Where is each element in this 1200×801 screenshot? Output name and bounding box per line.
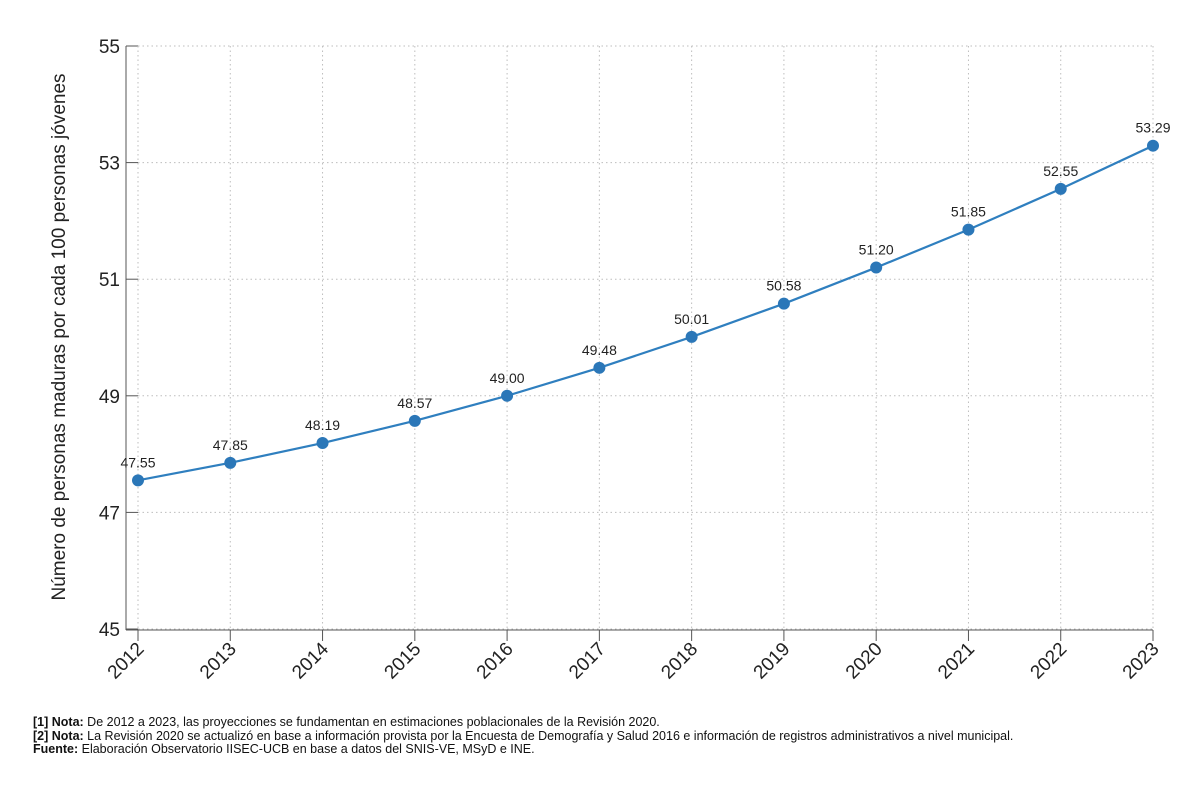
data-point	[501, 389, 514, 402]
note-2-text: La Revisión 2020 se actualizó en base a …	[83, 728, 1014, 743]
y-tick-label: 49	[99, 387, 120, 408]
data-label: 48.19	[305, 417, 340, 433]
source-key: Fuente:	[33, 742, 79, 756]
data-label: 47.85	[213, 437, 248, 453]
x-tick-label: 2023	[1119, 639, 1164, 684]
data-label: 50.58	[766, 278, 801, 294]
x-tick-label: 2012	[104, 639, 149, 684]
source-text: Elaboración Observatorio IISEC-UCB en ba…	[78, 742, 535, 756]
y-axis-label: Número de personas maduras por cada 100 …	[49, 73, 70, 600]
data-point	[316, 437, 329, 450]
data-point	[1147, 139, 1159, 152]
note-1: [1] Nota: De 2012 a 2023, las proyeccion…	[33, 715, 1183, 730]
data-point	[1054, 182, 1067, 195]
x-tick-label: 2013	[196, 639, 241, 684]
data-label: 49.00	[490, 370, 525, 386]
y-tick-label: 53	[99, 154, 120, 175]
note-1-text: De 2012 a 2023, las proyecciones se fund…	[83, 715, 660, 729]
y-tick-label: 45	[99, 620, 120, 641]
data-point	[224, 456, 237, 469]
data-point	[962, 223, 975, 236]
line-chart: 45 47 49 51 53 55 2012 2013 2014 2015 2016 2017 2018…	[49, 37, 1171, 684]
data-label: 49.48	[582, 342, 617, 358]
note-2: [2] Nota: La Revisión 2020 se actualizó …	[33, 728, 1183, 744]
x-tick-label: 2020	[842, 639, 887, 684]
x-tick-label: 2019	[750, 639, 795, 684]
x-tick-label: 2022	[1027, 639, 1072, 684]
data-label: 53.29	[1135, 120, 1170, 136]
x-tick-label: 2016	[473, 639, 518, 684]
y-tick-label: 47	[99, 503, 120, 524]
data-label: 52.55	[1043, 163, 1078, 179]
data-point	[593, 361, 606, 374]
data-label: 51.85	[951, 204, 986, 220]
series-line	[137, 144, 1154, 482]
note-2-key: [2] Nota:	[33, 728, 84, 743]
data-point	[685, 330, 698, 343]
data-point	[870, 261, 883, 274]
y-tick-label: 51	[99, 270, 120, 291]
data-label: 48.57	[397, 395, 432, 411]
data-point	[132, 474, 144, 487]
data-point	[777, 297, 790, 310]
data-label: 51.20	[859, 242, 894, 258]
data-label: 47.55	[120, 454, 155, 470]
x-tick-label: 2017	[565, 639, 610, 684]
source-line: Fuente: Elaboración Observatorio IISEC-U…	[33, 742, 1183, 757]
data-label: 50.01	[674, 311, 709, 327]
x-tick-label: 2015	[381, 639, 426, 684]
x-tick-label: 2018	[657, 639, 702, 684]
footnotes: [1] Nota: De 2012 a 2023, las proyeccion…	[33, 715, 1183, 757]
x-tick-label: 2021	[934, 639, 979, 684]
note-1-key: [1] Nota:	[33, 715, 84, 729]
y-tick-label: 55	[99, 37, 120, 58]
data-point	[408, 414, 421, 427]
x-tick-label: 2014	[288, 638, 333, 683]
